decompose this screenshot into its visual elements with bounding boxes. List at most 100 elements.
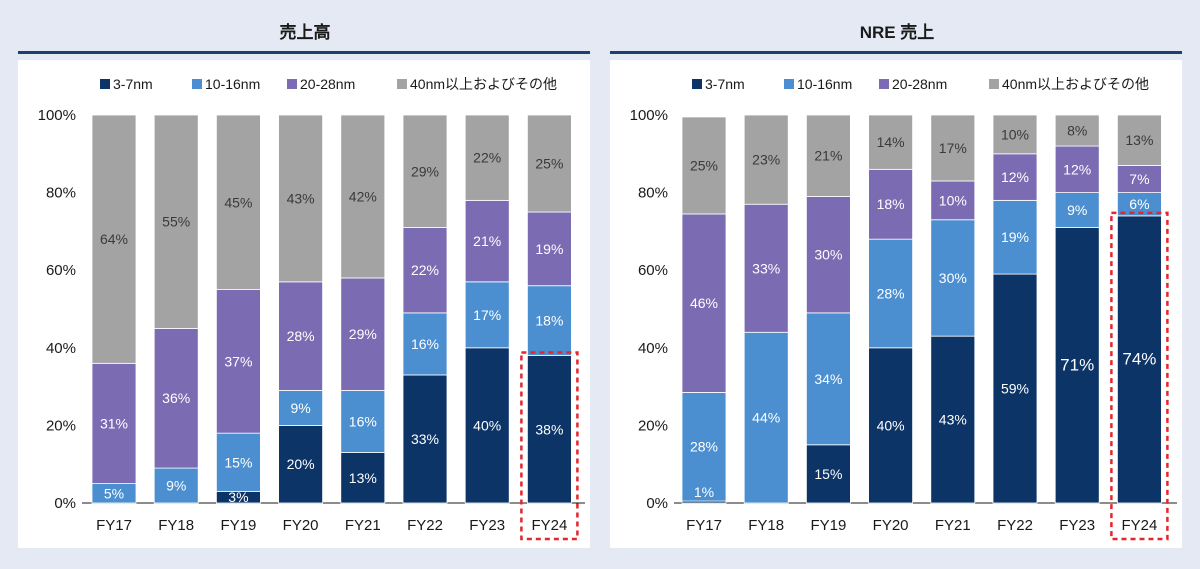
data-label: 44% <box>752 410 780 426</box>
bar-segment <box>402 374 448 504</box>
bar-segment <box>1054 192 1100 228</box>
data-label: 43% <box>287 190 315 206</box>
data-label: 40% <box>473 417 501 433</box>
bar-segment <box>527 285 572 356</box>
bar-segment <box>1054 227 1100 504</box>
x-tick-label: FY21 <box>935 517 971 534</box>
data-label: 28% <box>690 439 718 455</box>
legend-label: 40nm以上およびその他 <box>410 76 557 92</box>
data-label: 29% <box>411 163 439 179</box>
y-tick-label: 80% <box>46 185 76 202</box>
legend: 3-7nm 10-16nm 20-28nm 40nm以上およびその他 <box>100 76 557 92</box>
bar-segment <box>1117 165 1162 194</box>
bar-segment <box>992 114 1038 155</box>
bar-segment <box>806 312 851 446</box>
data-label: 43% <box>939 412 967 428</box>
bar-segment <box>1117 215 1162 504</box>
x-tick-label: FY17 <box>96 517 132 534</box>
bar-segment <box>464 347 510 504</box>
y-tick-label: 60% <box>46 262 76 279</box>
chart-title: 売上高 <box>280 22 331 42</box>
bar-segment <box>930 180 976 221</box>
legend: 3-7nm 10-16nm 20-28nm 40nm以上およびその他 <box>692 76 1149 92</box>
data-label: 21% <box>814 148 842 164</box>
bar-segment <box>464 114 510 201</box>
data-label: 18% <box>535 313 563 329</box>
legend-swatch <box>692 79 702 89</box>
bar-segment <box>806 196 851 314</box>
x-tick-label: FY20 <box>283 517 319 534</box>
bar-segment <box>402 227 448 314</box>
data-label: 9% <box>1067 202 1087 218</box>
bar-segment <box>464 199 510 283</box>
data-label: 16% <box>349 414 377 430</box>
chart-title: NRE 売上 <box>860 22 935 42</box>
x-tick-label: FY23 <box>1059 517 1095 534</box>
data-label: 25% <box>690 157 718 173</box>
x-tick-label: FY21 <box>345 517 381 534</box>
chart-panel-1: 売上高 3-7nm 10-16nm 20-28nm 40nm以上およびその他 0% 20% 4… <box>18 22 590 548</box>
data-label: 28% <box>287 328 315 344</box>
data-label: 23% <box>752 152 780 168</box>
y-tick-label: 20% <box>638 417 668 434</box>
bar-segment <box>681 392 727 502</box>
data-label: 14% <box>877 134 905 150</box>
bar-segment <box>930 335 976 504</box>
bar-segment <box>278 390 324 426</box>
data-label: 33% <box>411 431 439 447</box>
data-label: 29% <box>349 326 377 342</box>
data-label: 30% <box>814 247 842 263</box>
x-tick-label: FY24 <box>531 517 567 534</box>
legend-label: 10-16nm <box>797 76 852 92</box>
data-label: 7% <box>1129 171 1149 187</box>
bar-segment <box>1054 145 1100 193</box>
legend-item: 20-28nm <box>879 76 947 92</box>
bar-segment <box>278 281 324 391</box>
data-label: 18% <box>877 196 905 212</box>
data-label: 45% <box>224 194 252 210</box>
bar-segment <box>930 114 976 182</box>
bar-segment <box>91 114 137 364</box>
data-label: 1% <box>694 484 714 500</box>
bar-segment <box>1054 114 1100 147</box>
data-label: 5% <box>104 485 124 501</box>
data-label: 33% <box>752 260 780 276</box>
bar-segment <box>868 238 913 349</box>
data-label: 15% <box>814 466 842 482</box>
data-label: 12% <box>1001 169 1029 185</box>
data-label: 30% <box>939 270 967 286</box>
legend-label: 40nm以上およびその他 <box>1002 76 1149 92</box>
bar-segment <box>215 289 261 434</box>
x-tick-label: FY24 <box>1121 517 1157 534</box>
legend-item: 40nm以上およびその他 <box>397 76 557 92</box>
x-tick-label: FY20 <box>873 517 909 534</box>
legend-item: 3-7nm <box>100 76 153 92</box>
y-tick-label: 100% <box>38 107 76 124</box>
data-label: 42% <box>349 188 377 204</box>
legend-item: 10-16nm <box>192 76 260 92</box>
x-tick-label: FY17 <box>686 517 722 534</box>
data-label: 64% <box>100 231 128 247</box>
data-label: 9% <box>166 478 186 494</box>
bar-segment <box>215 114 261 291</box>
data-label: 3% <box>228 489 248 505</box>
data-label: 28% <box>877 285 905 301</box>
y-tick-label: 80% <box>638 185 668 202</box>
data-label: 40% <box>877 417 905 433</box>
data-label: 17% <box>473 307 501 323</box>
x-tick-label: FY22 <box>997 517 1033 534</box>
legend-item: 10-16nm <box>784 76 852 92</box>
legend-label: 20-28nm <box>892 76 947 92</box>
legend-item: 20-28nm <box>287 76 355 92</box>
x-tick-label: FY18 <box>158 517 194 534</box>
legend-label: 3-7nm <box>705 76 745 92</box>
bar-segment <box>743 114 789 205</box>
data-label: 10% <box>1001 126 1029 142</box>
chart-panel-2: NRE 売上 3-7nm 10-16nm 20-28nm 40nm以上およびその他 0% 2… <box>610 22 1182 548</box>
data-label: 37% <box>224 353 252 369</box>
bar-segment <box>681 213 727 393</box>
bar-segment <box>215 432 261 492</box>
bar-segment <box>402 312 448 376</box>
data-label: 17% <box>939 140 967 156</box>
legend-label: 3-7nm <box>113 76 153 92</box>
